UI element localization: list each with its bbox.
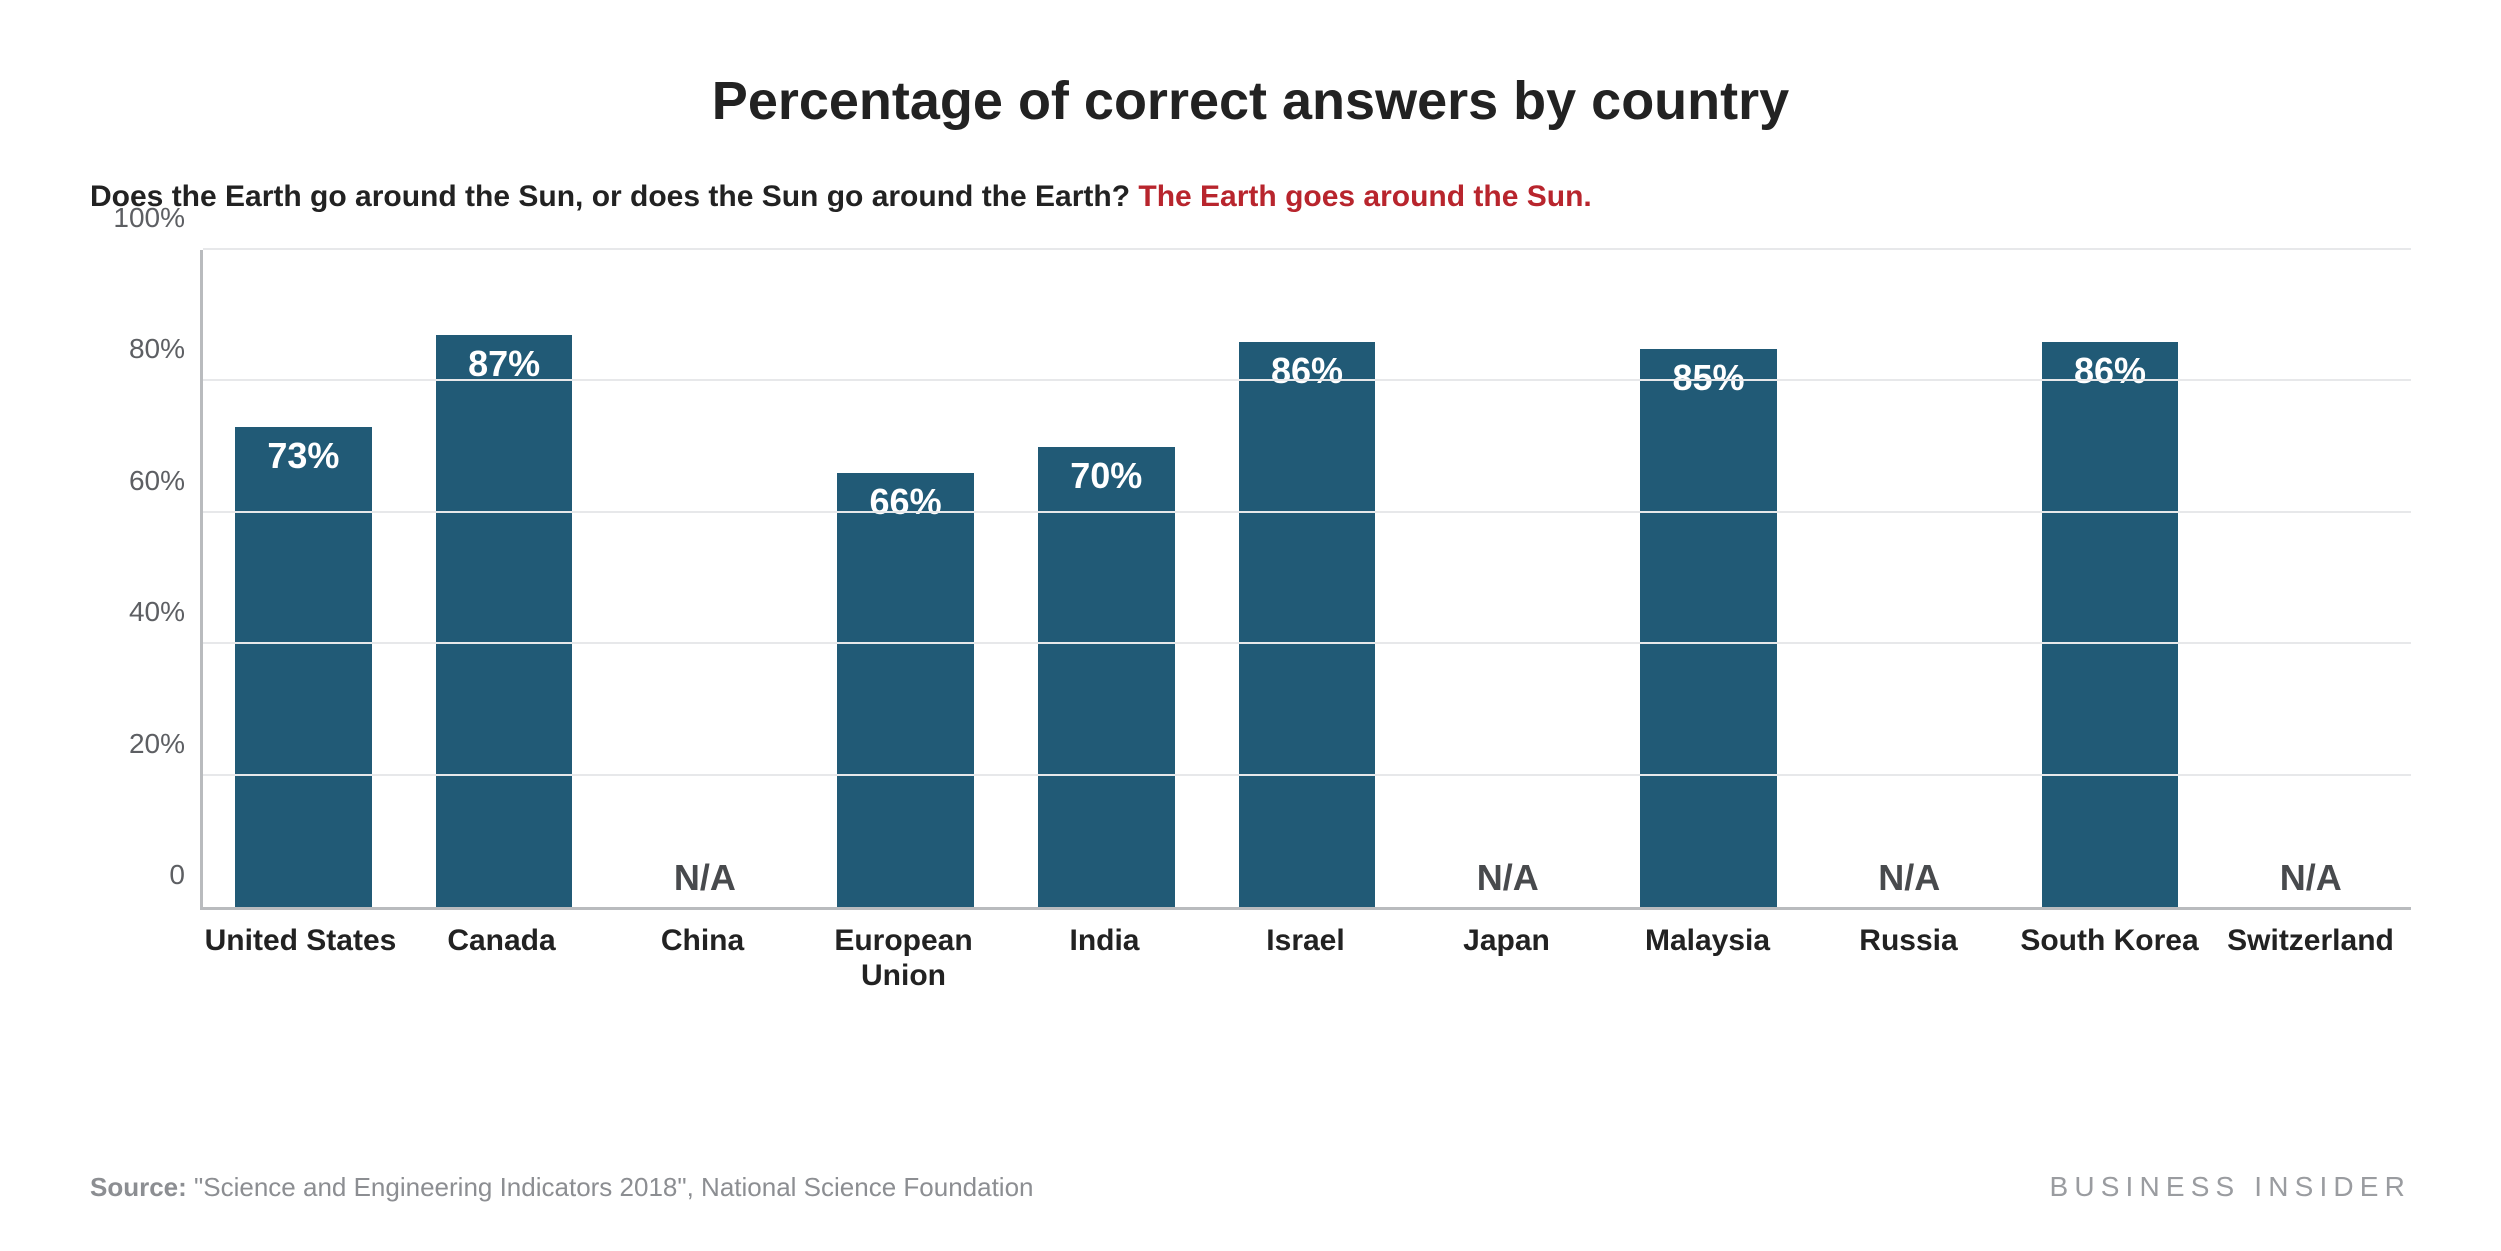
plot-inner: 73%87%N/A66%70%86%N/A85%N/A86%N/A 020%40… <box>200 250 2411 910</box>
x-axis-category-label: South Korea <box>2009 910 2210 993</box>
source-citation: Source: "Science and Engineering Indicat… <box>90 1172 1034 1203</box>
grid-line <box>203 642 2411 644</box>
brand-logo: BUSINESS INSIDER <box>2049 1171 2411 1203</box>
grid-line <box>203 379 2411 381</box>
bar-value-label: 66% <box>870 481 942 523</box>
x-axis-category-label: China <box>602 910 803 993</box>
subtitle-answer: The Earth goes around the Sun. <box>1138 180 1591 213</box>
y-axis-tick-label: 20% <box>129 728 203 760</box>
y-axis-tick-label: 100% <box>113 202 203 234</box>
bar-value-label: 86% <box>1271 350 1343 392</box>
na-label: N/A <box>1477 857 1539 899</box>
bar-chart: 73% 87% N/A 66% 70% 86% N/A 85% N/A 86% N/A 0 20% 40… <box>90 250 2411 993</box>
bar: 85% <box>1640 349 1776 907</box>
bar-slot: 86% <box>2010 250 2211 907</box>
x-axis-category-label: Russia <box>1808 910 2009 993</box>
grid-line <box>203 774 2411 776</box>
bar: 73% <box>235 427 371 907</box>
bar-slot: N/A <box>1407 250 1608 907</box>
x-axis-category-label: Canada <box>401 910 602 993</box>
bar-slot: 87% <box>404 250 605 907</box>
bar: 86% <box>2042 342 2178 907</box>
bar-slot: 66% <box>805 250 1006 907</box>
x-axis-category-label: Japan <box>1406 910 1607 993</box>
chart-title: Percentage of correct answers by country <box>90 70 2411 132</box>
bar-slot: N/A <box>604 250 805 907</box>
bar-slot: 85% <box>1608 250 1809 907</box>
x-axis-category-label: Israel <box>1205 910 1406 993</box>
bar-slot: 70% <box>1006 250 1207 907</box>
source-text: "Science and Engineering Indicators 2018… <box>187 1172 1034 1202</box>
subtitle-question: Does the Earth go around the Sun, or doe… <box>90 180 1138 213</box>
x-axis-category-label: Switzerland <box>2210 910 2411 993</box>
chart-container: Percentage of correct answers by country… <box>0 0 2501 1251</box>
y-axis-tick-label: 80% <box>129 333 203 365</box>
bar-slot: N/A <box>2210 250 2411 907</box>
bar: 87% <box>436 335 572 907</box>
bar-value-label: 70% <box>1070 455 1142 497</box>
bar-value-label: 85% <box>1672 357 1744 399</box>
x-axis-category-label: Malaysia <box>1607 910 1808 993</box>
chart-footer: Source: "Science and Engineering Indicat… <box>90 1171 2411 1203</box>
bar-slot: 86% <box>1207 250 1408 907</box>
bar-slot: N/A <box>1809 250 2010 907</box>
bar-value-label: 86% <box>2074 350 2146 392</box>
source-label: Source: <box>90 1172 187 1202</box>
chart-subtitle: Does the Earth go around the Sun, or doe… <box>90 180 2411 214</box>
na-label: N/A <box>674 857 736 899</box>
x-axis-category-label: India <box>1004 910 1205 993</box>
y-axis-tick-label: 60% <box>129 465 203 497</box>
y-axis-tick-label: 0 <box>169 859 203 891</box>
y-axis-tick-label: 40% <box>129 596 203 628</box>
plot-area: 73%87%N/A66%70%86%N/A85%N/A86%N/A 020%40… <box>200 250 2411 910</box>
grid-line <box>203 511 2411 513</box>
x-axis-category-label: European Union <box>803 910 1004 993</box>
bar: 66% <box>837 473 973 907</box>
na-label: N/A <box>2280 857 2342 899</box>
bar: 86% <box>1239 342 1375 907</box>
bar-slot: 73% <box>203 250 404 907</box>
x-axis-category-label: United States <box>200 910 401 993</box>
grid-line <box>203 248 2411 250</box>
bar: 70% <box>1038 447 1174 907</box>
na-label: N/A <box>1878 857 1940 899</box>
bar-value-label: 73% <box>267 435 339 477</box>
bars-group: 73% 87% N/A 66% 70% 86% N/A 85% N/A 86% N/A <box>203 250 2411 907</box>
x-axis-labels: United StatesCanadaChinaEuropean UnionIn… <box>200 910 2411 993</box>
